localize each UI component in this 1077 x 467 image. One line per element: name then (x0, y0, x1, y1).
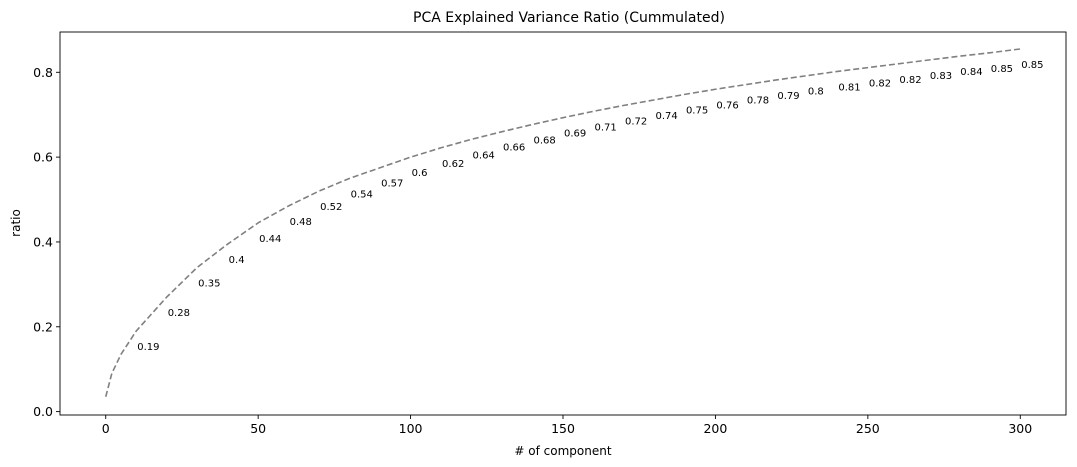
plot-area: 0 50 100 150 200 250 300 0.0 0.2 0.4 0.6 0.8 0.19 0.2… (33, 31, 1067, 436)
x-tick-label: 150 (551, 421, 575, 436)
x-tick-label: 100 (399, 421, 423, 436)
data-label: 0.28 (168, 308, 190, 319)
data-label: 0.83 (930, 71, 952, 82)
y-tick-label: 0.4 (33, 234, 53, 249)
data-label: 0.69 (564, 129, 586, 140)
y-tick-label: 0.2 (33, 319, 53, 334)
data-label: 0.35 (198, 278, 220, 289)
data-label: 0.44 (259, 234, 281, 245)
data-label: 0.72 (625, 116, 647, 127)
data-label: 0.54 (351, 189, 373, 200)
data-label: 0.74 (655, 111, 677, 122)
data-label: 0.6 (412, 168, 428, 179)
data-label: 0.68 (534, 135, 556, 146)
data-label: 0.82 (899, 75, 921, 86)
x-tick-label: 250 (856, 421, 880, 436)
data-label: 0.57 (381, 179, 403, 190)
data-label: 0.66 (503, 143, 525, 154)
plot-frame (59, 31, 1067, 416)
x-axis-label: # of component (514, 444, 611, 458)
data-label: 0.4 (229, 255, 245, 266)
data-label: 0.79 (777, 91, 799, 102)
data-label: 0.62 (442, 159, 464, 170)
data-label: 0.81 (838, 82, 860, 93)
x-tick-label: 50 (250, 421, 266, 436)
data-label: 0.48 (290, 217, 312, 228)
y-tick-label: 0.6 (33, 150, 53, 165)
data-label: 0.78 (747, 96, 769, 107)
data-label: 0.52 (320, 202, 342, 213)
y-tick-label: 0.8 (33, 65, 53, 80)
data-label: 0.8 (808, 87, 824, 98)
x-tick-label: 300 (1008, 421, 1032, 436)
data-label: 0.85 (1021, 60, 1043, 71)
y-tick-label: 0.0 (33, 404, 53, 419)
y-axis-label: ratio (9, 209, 23, 237)
data-label: 0.82 (869, 79, 891, 90)
data-label: 0.75 (686, 105, 708, 116)
data-label: 0.85 (991, 64, 1013, 75)
cumulative-variance-line (104, 48, 1021, 397)
x-tick-label: 200 (703, 421, 727, 436)
data-label: 0.84 (960, 67, 982, 78)
chart-title: PCA Explained Variance Ratio (Cummulated… (413, 10, 725, 26)
data-label: 0.76 (716, 100, 738, 111)
data-label: 0.71 (594, 122, 616, 133)
data-label: 0.19 (137, 342, 159, 353)
data-label: 0.64 (473, 150, 495, 161)
x-tick-label: 0 (102, 421, 110, 436)
